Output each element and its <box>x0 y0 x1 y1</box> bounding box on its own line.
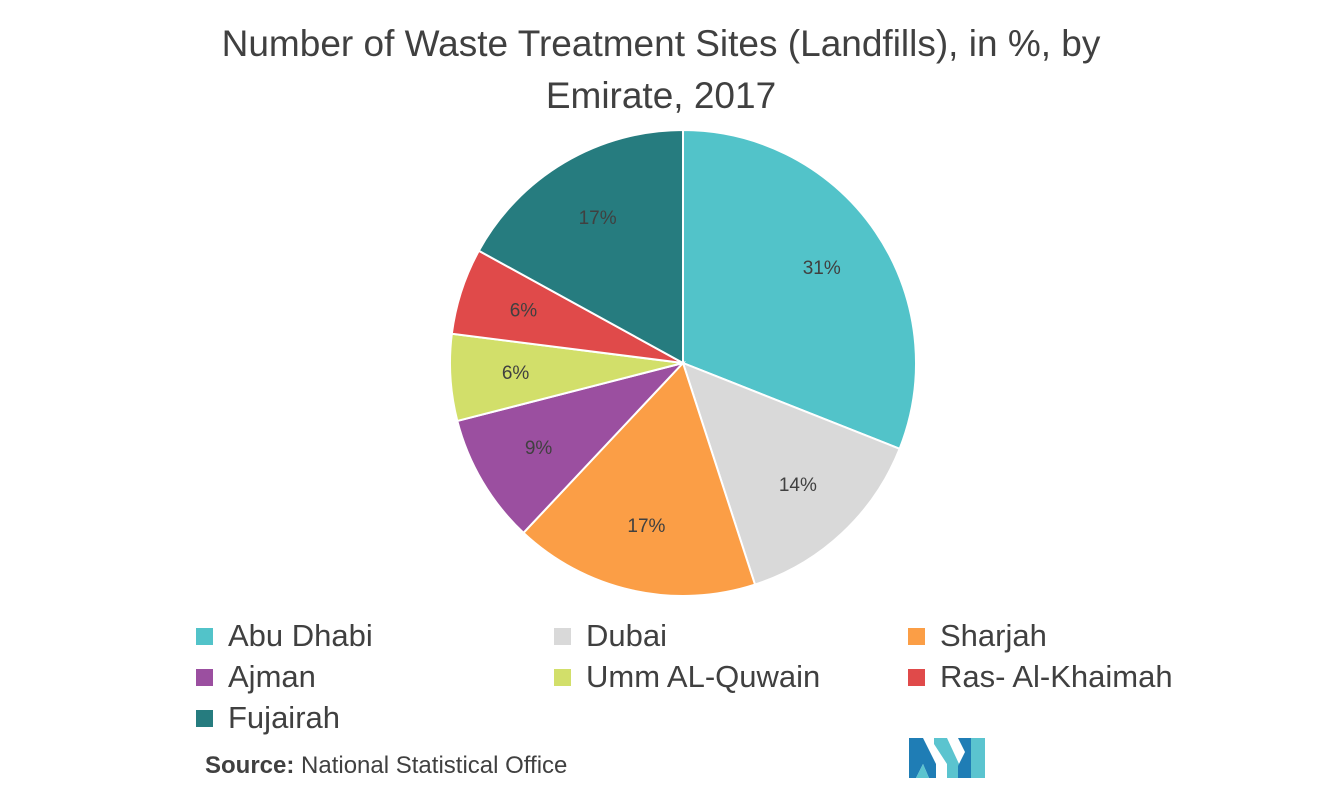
slice-label-fujairah: 17% <box>579 208 617 229</box>
pie-slice-fujairah <box>477 128 684 365</box>
legend-item-sharjah: Sharjah <box>908 616 1047 656</box>
pie-slices <box>449 128 917 597</box>
pie-slice-labels: 31% 14% 17% 9% 6% 6% 17% <box>502 208 841 537</box>
mordor-intelligence-logo-icon <box>909 738 985 778</box>
legend-label: Ras- Al-Khaimah <box>940 659 1173 694</box>
legend-swatch <box>908 668 925 686</box>
legend-swatch <box>196 709 213 727</box>
slice-label-ajman: 9% <box>525 438 553 459</box>
legend-label: Dubai <box>586 618 667 653</box>
slice-label-ras-al-khaimah: 6% <box>510 301 538 322</box>
slice-label-sharjah: 17% <box>627 516 665 537</box>
legend-swatch <box>908 627 925 645</box>
slice-label-umm-al-quwain: 6% <box>502 363 530 384</box>
legend-item-fujairah: Fujairah <box>196 698 340 738</box>
legend-label: Ajman <box>228 659 316 694</box>
legend-swatch <box>196 627 213 645</box>
legend-item-ras-al-khaimah: Ras- Al-Khaimah <box>908 657 1173 697</box>
legend-label: Abu Dhabi <box>228 618 373 653</box>
slice-label-abu-dhabi: 31% <box>803 258 841 279</box>
legend-item-abu-dhabi: Abu Dhabi <box>196 616 373 656</box>
legend-swatch <box>554 668 571 686</box>
legend-label: Sharjah <box>940 618 1047 653</box>
legend-item-ajman: Ajman <box>196 657 316 697</box>
pie-slice-sharjah <box>522 361 757 597</box>
chart-title-line-1: Number of Waste Treatment Sites (Landfil… <box>221 23 1101 64</box>
pie-slice-abu-dhabi <box>682 128 917 451</box>
chart-title: Number of Waste Treatment Sites (Landfil… <box>0 18 1322 122</box>
chart-title-line-2: Emirate, 2017 <box>545 75 777 116</box>
pie-slice-ajman <box>456 361 687 535</box>
source-text: National Statistical Office <box>301 752 568 779</box>
legend-swatch <box>554 627 571 645</box>
legend-item-dubai: Dubai <box>554 616 667 656</box>
legend-label: Fujairah <box>228 700 340 735</box>
source-label: Source: <box>205 752 295 779</box>
source-note: Source: National Statistical Office <box>205 752 567 780</box>
slice-label-dubai: 14% <box>779 475 817 496</box>
legend-item-umm-al-quwain: Umm AL-Quwain <box>554 657 820 697</box>
legend-swatch <box>196 668 213 686</box>
legend-label: Umm AL-Quwain <box>586 659 821 694</box>
